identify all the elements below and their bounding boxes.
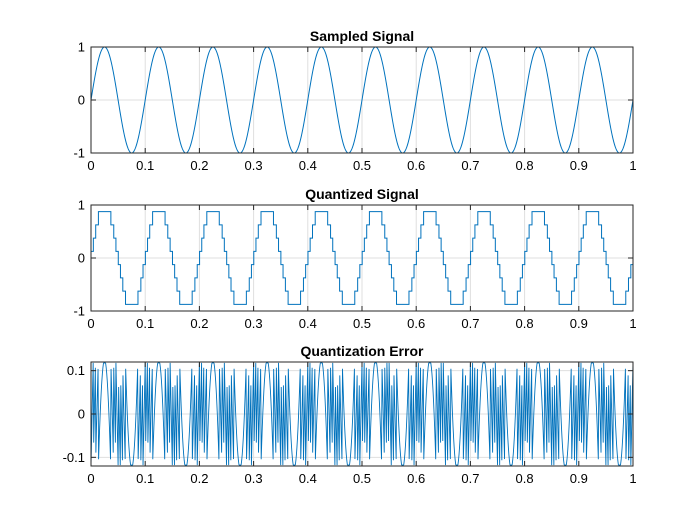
y-tick-label: 0 — [78, 251, 85, 266]
y-tick-label: 0 — [78, 93, 85, 108]
chart-title: Quantized Signal — [305, 186, 419, 202]
x-tick-label: 0.9 — [570, 471, 588, 486]
x-tick-label: 0.8 — [516, 158, 534, 173]
y-tick-label: -0.1 — [63, 450, 85, 465]
x-tick-label: 0 — [87, 316, 94, 331]
ticks: 0 0.1 0.2 0.3 0.4 0.5 0.6 0.7 0.8 0.9 1-101 — [73, 40, 636, 174]
x-tick-label: 0.2 — [190, 158, 208, 173]
x-tick-label: 0.6 — [407, 316, 425, 331]
x-tick-label: 0.8 — [516, 316, 534, 331]
y-tick-label: 0 — [78, 407, 85, 422]
x-tick-label: 0.5 — [353, 316, 371, 331]
x-tick-label: 0.7 — [461, 471, 479, 486]
x-tick-label: 0.4 — [299, 316, 317, 331]
x-tick-label: 1 — [629, 158, 636, 173]
x-tick-label: 0.1 — [136, 316, 154, 331]
x-tick-label: 0.3 — [245, 471, 263, 486]
sampled-signal-line — [90, 46, 634, 154]
x-tick-label: 0.5 — [353, 471, 371, 486]
x-tick-label: 0.1 — [136, 158, 154, 173]
x-tick-label: 0.7 — [461, 316, 479, 331]
x-tick-label: 0.7 — [461, 158, 479, 173]
x-tick-label: 0.8 — [516, 471, 534, 486]
y-tick-label: 1 — [78, 40, 85, 55]
ticks: 0 0.1 0.2 0.3 0.4 0.5 0.6 0.7 0.8 0.9 1-101 — [73, 198, 636, 332]
x-tick-label: 1 — [629, 471, 636, 486]
subplot-quantized-signal: 0 0.1 0.2 0.3 0.4 0.5 0.6 0.7 0.8 0.9 1-101 Quanti… — [73, 186, 636, 331]
chart-title: Quantization Error — [301, 343, 424, 359]
chart-title: Sampled Signal — [310, 28, 414, 44]
x-tick-label: 0.3 — [245, 158, 263, 173]
x-tick-label: 0.4 — [299, 471, 317, 486]
x-tick-label: 0.9 — [570, 316, 588, 331]
x-tick-label: 0.9 — [570, 158, 588, 173]
y-tick-label: 0.1 — [67, 363, 85, 378]
x-tick-label: 0.2 — [190, 316, 208, 331]
x-tick-label: 0.3 — [245, 316, 263, 331]
y-tick-label: -1 — [73, 304, 85, 319]
y-tick-label: 1 — [78, 198, 85, 213]
x-tick-label: 0.1 — [136, 471, 154, 486]
x-tick-label: 1 — [629, 316, 636, 331]
x-tick-label: 0.2 — [190, 471, 208, 486]
x-tick-label: 0 — [87, 158, 94, 173]
x-tick-label: 0 — [87, 471, 94, 486]
x-tick-label: 0.6 — [407, 471, 425, 486]
subplot-quantization-error: 0 0.1 0.2 0.3 0.4 0.5 0.6 0.7 0.8 0.9 1-0.100.1 Qu… — [63, 343, 637, 486]
subplot-sampled-signal: 0 0.1 0.2 0.3 0.4 0.5 0.6 0.7 0.8 0.9 1-101 Sample… — [73, 28, 636, 173]
x-tick-label: 0.6 — [407, 158, 425, 173]
ticks: 0 0.1 0.2 0.3 0.4 0.5 0.6 0.7 0.8 0.9 1-0.100.1 — [63, 362, 637, 486]
y-tick-label: -1 — [73, 146, 85, 161]
x-tick-label: 0.4 — [299, 158, 317, 173]
x-tick-label: 0.5 — [353, 158, 371, 173]
quantized-signal-line — [91, 211, 633, 305]
